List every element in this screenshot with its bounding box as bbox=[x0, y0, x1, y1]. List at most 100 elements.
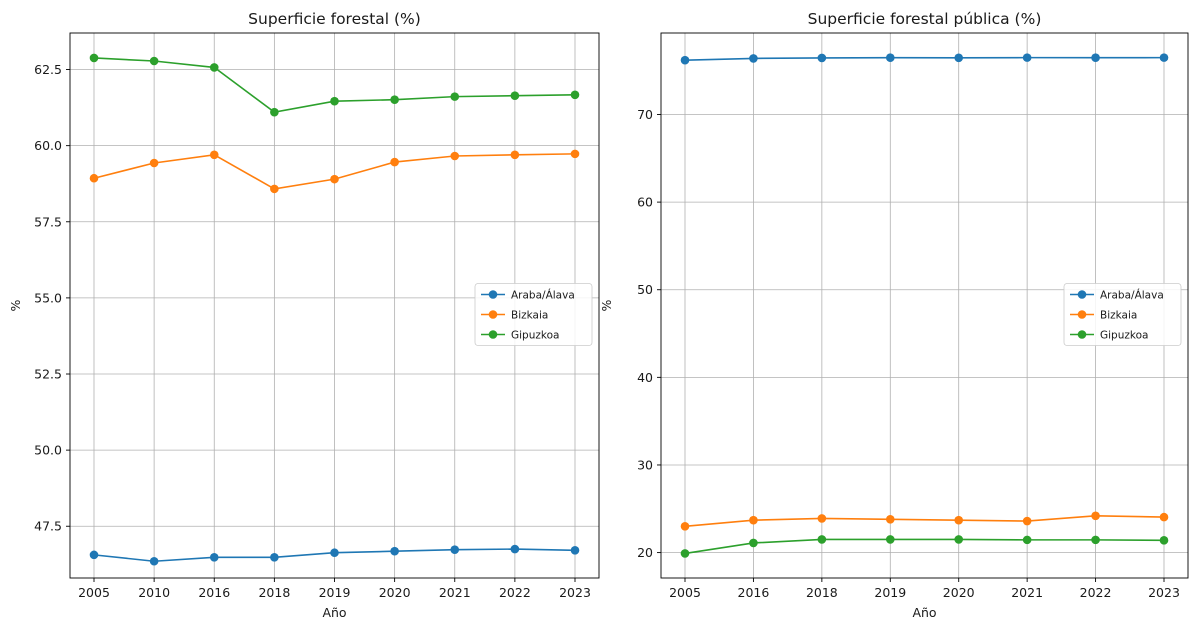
data-point bbox=[89, 53, 99, 63]
series-line-2 bbox=[684, 514, 1165, 528]
data-point bbox=[954, 53, 964, 63]
data-point bbox=[510, 91, 520, 101]
data-point bbox=[270, 184, 279, 194]
data-point bbox=[680, 55, 690, 65]
data-point bbox=[817, 53, 827, 63]
legend: Araba/Álava Bizkaia Gipuzkoa bbox=[474, 283, 593, 346]
data-point bbox=[1091, 53, 1100, 63]
x-axis-label: Año bbox=[912, 605, 936, 620]
x-tick-label: 2018 bbox=[806, 585, 838, 600]
y-tick-label: 62.5 bbox=[34, 62, 62, 77]
y-axis-label: % bbox=[599, 299, 614, 311]
data-point bbox=[817, 535, 827, 544]
data-point bbox=[330, 548, 339, 558]
data-point bbox=[330, 96, 339, 106]
data-point bbox=[209, 150, 219, 160]
x-tick-label: 2010 bbox=[138, 585, 170, 600]
x-tick-label: 2023 bbox=[1148, 585, 1180, 600]
data-point bbox=[510, 544, 520, 554]
y-tick-label: 40 bbox=[637, 370, 653, 385]
data-point bbox=[570, 149, 580, 159]
data-point bbox=[1022, 516, 1032, 526]
x-axis-label: Año bbox=[322, 605, 346, 620]
x-tick-label: 2020 bbox=[943, 585, 975, 600]
x-tick-label: 2016 bbox=[198, 585, 230, 600]
data-point bbox=[1022, 535, 1032, 545]
data-point bbox=[885, 53, 895, 63]
plot-frame bbox=[660, 32, 1189, 579]
data-point bbox=[1091, 511, 1100, 521]
y-tick-label: 55.0 bbox=[34, 290, 62, 305]
data-point bbox=[510, 150, 520, 160]
x-tick-label: 2019 bbox=[874, 585, 906, 600]
data-point bbox=[390, 157, 399, 167]
data-point bbox=[209, 63, 219, 72]
data-point bbox=[954, 515, 964, 525]
y-tick-label: 60.0 bbox=[34, 138, 62, 153]
x-tick-label: 2016 bbox=[738, 585, 770, 600]
data-point bbox=[209, 552, 219, 562]
data-point bbox=[390, 546, 399, 556]
data-point bbox=[749, 515, 758, 525]
x-tick-label: 2022 bbox=[499, 585, 531, 600]
legend-marker bbox=[1077, 290, 1087, 299]
data-point bbox=[749, 538, 758, 548]
y-tick-label: 50 bbox=[637, 282, 653, 297]
data-point bbox=[570, 545, 580, 555]
data-point bbox=[1091, 535, 1100, 545]
x-tick-label: 2019 bbox=[319, 585, 351, 600]
legend-marker bbox=[488, 330, 498, 339]
data-point bbox=[1159, 53, 1169, 62]
y-tick-label: 50.0 bbox=[34, 443, 62, 458]
data-point bbox=[390, 95, 399, 104]
legend-entry: Araba/Álava bbox=[1100, 289, 1164, 302]
x-tick-label: 2005 bbox=[78, 585, 110, 600]
y-tick-label: 20 bbox=[637, 545, 653, 560]
chart-title: Superficie forestal pública (%) bbox=[808, 10, 1042, 28]
data-point bbox=[885, 514, 895, 524]
data-point bbox=[149, 158, 159, 168]
data-point bbox=[680, 522, 690, 531]
chart-panel-2: 2005 2016 2018 2019 2020 2021 2022 2023 20 30 40 50… bbox=[599, 10, 1189, 620]
series-line-1 bbox=[684, 56, 1165, 61]
data-point bbox=[1159, 512, 1169, 522]
x-tick-label: 2021 bbox=[1011, 585, 1043, 600]
y-tick-label: 47.5 bbox=[34, 519, 62, 534]
legend-entry: Bizkaia bbox=[1100, 310, 1137, 322]
chart-title: Superficie forestal (%) bbox=[248, 10, 421, 28]
x-tick-label: 2020 bbox=[379, 585, 411, 600]
data-point bbox=[570, 90, 580, 100]
legend-entry: Gipuzkoa bbox=[511, 330, 559, 342]
legend-marker bbox=[488, 290, 498, 299]
legend-box bbox=[1063, 283, 1182, 346]
x-tick-label: 2018 bbox=[258, 585, 290, 600]
x-tick-label: 2021 bbox=[439, 585, 471, 600]
data-point bbox=[89, 550, 99, 560]
x-tick-label: 2023 bbox=[559, 585, 591, 600]
legend-entry: Araba/Álava bbox=[511, 289, 575, 302]
data-point bbox=[330, 174, 339, 184]
y-tick-label: 60 bbox=[637, 195, 653, 210]
data-point bbox=[149, 56, 159, 66]
data-point bbox=[450, 545, 460, 554]
data-point bbox=[270, 552, 279, 562]
legend-marker bbox=[488, 310, 498, 319]
series-line-3 bbox=[684, 538, 1165, 555]
y-tick-label: 52.5 bbox=[34, 367, 62, 382]
y-tick-label: 70 bbox=[637, 107, 653, 122]
data-point bbox=[885, 535, 895, 544]
data-point bbox=[954, 535, 964, 544]
legend-marker bbox=[1077, 310, 1087, 319]
data-point bbox=[817, 514, 827, 523]
data-point bbox=[270, 107, 279, 117]
y-tick-label: 30 bbox=[637, 457, 653, 472]
data-point bbox=[450, 92, 460, 101]
y-axis-label: % bbox=[8, 299, 23, 311]
legend-box bbox=[474, 283, 593, 346]
legend-entry: Gipuzkoa bbox=[1100, 330, 1148, 342]
x-tick-label: 2005 bbox=[669, 585, 701, 600]
legend-entry: Bizkaia bbox=[511, 310, 548, 322]
plot-frame bbox=[69, 32, 600, 579]
data-point bbox=[89, 173, 99, 183]
